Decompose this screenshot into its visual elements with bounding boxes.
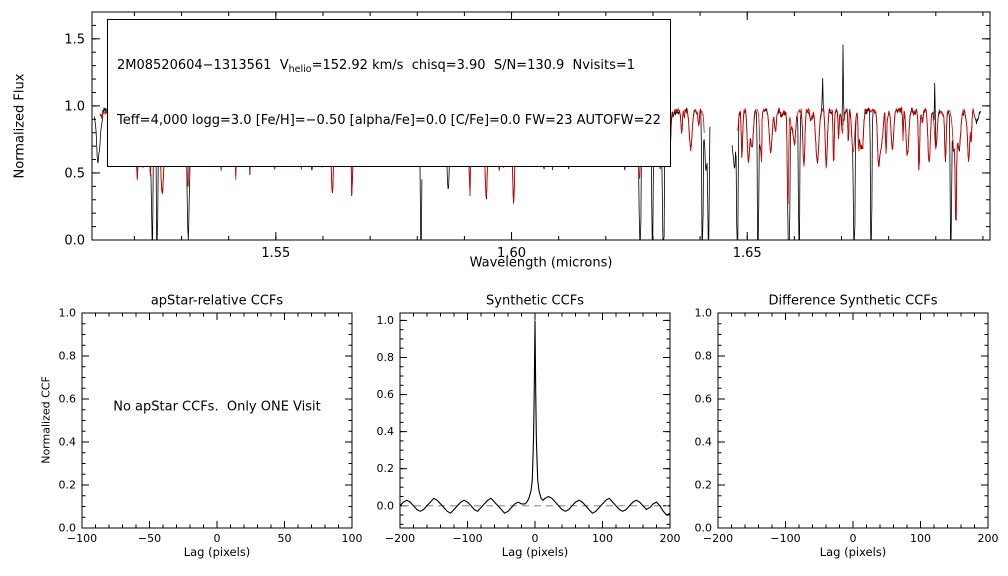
lag-axis-label-2: Lag (pixels)	[501, 545, 569, 559]
star-id-vhelio-text: 2M08520604−1313561 V	[117, 58, 289, 73]
y-tick-label: 0.0	[64, 234, 85, 249]
x-tick-label: −100	[452, 532, 482, 545]
y-tick-label: 0.5	[64, 166, 85, 181]
x-tick-label: 200	[660, 532, 681, 545]
y-tick-label: 0.4	[695, 436, 713, 449]
x-tick-label: 1.55	[261, 246, 290, 261]
x-tick-label: 100	[592, 532, 613, 545]
x-tick-label: −200	[385, 532, 415, 545]
lag-axis-label-3: Lag (pixels)	[819, 545, 887, 559]
x-tick-label: 0	[532, 532, 539, 545]
axis-box	[81, 312, 353, 529]
y-tick-label: 1.0	[377, 314, 395, 327]
wavelength-axis-label: Wavelength (microns)	[469, 255, 613, 271]
y-tick-label: 0.2	[695, 479, 713, 492]
axis-box	[91, 11, 991, 241]
synthetic-ccf-title: Synthetic CCFs	[486, 293, 584, 309]
y-tick-label: 0.4	[59, 436, 77, 449]
y-tick-label: 1.0	[64, 99, 85, 114]
y-tick-label: 0.8	[377, 351, 395, 364]
vhelio-subscript: helio	[288, 64, 312, 75]
y-tick-label: 1.5	[64, 32, 85, 47]
star-info-line1: 2M08520604−1313561 Vhelio=152.92 km/s ch…	[117, 57, 661, 78]
ccf-axis-label: Normalized CCF	[39, 376, 53, 464]
y-tick-label: 0.0	[695, 522, 713, 535]
x-tick-label: 100	[342, 532, 363, 545]
apstar-relative-ccfs-panel: −100 −50 0 50 100 0.0 0.2 0.4 0.6 0.8 1.0	[59, 307, 363, 546]
y-tick-label: 0.8	[59, 350, 77, 363]
y-tick-label: 0.6	[377, 388, 395, 401]
x-tick-label: 0	[850, 532, 857, 545]
synthetic-spectrum-line	[737, 106, 976, 221]
x-tick-label: 0	[214, 532, 221, 545]
flux-axis-label: Normalized Flux	[12, 73, 28, 179]
y-tick-label: 0.8	[695, 350, 713, 363]
star-stats-text: =152.92 km/s chisq=3.90 S/N=130.9 Nvisit…	[311, 58, 636, 73]
x-tick-label: −200	[703, 532, 733, 545]
apstar-ccf-title: apStar-relative CCFs	[150, 293, 284, 309]
x-tick-label: 100	[910, 532, 931, 545]
y-tick-label: 0.2	[59, 479, 77, 492]
y-tick-label: 0.2	[377, 462, 395, 475]
x-tick-label: −100	[67, 532, 97, 545]
difference-ccf-title: Difference Synthetic CCFs	[768, 293, 938, 309]
x-tick-label: 1.60	[497, 246, 526, 261]
y-tick-label: 1.0	[59, 307, 77, 320]
x-tick-label: −50	[138, 532, 161, 545]
y-tick-label: 0.0	[377, 499, 395, 512]
x-tick-label: −100	[770, 532, 800, 545]
y-tick-label: 0.6	[695, 393, 713, 406]
ccf-curve	[399, 320, 671, 516]
lag-axis-label-1: Lag (pixels)	[183, 545, 251, 559]
y-tick-label: 0.6	[59, 393, 77, 406]
x-tick-label: 50	[278, 532, 292, 545]
star-info-line2: Teff=4,000 logg=3.0 [Fe/H]=−0.50 [alpha/…	[117, 113, 661, 128]
x-tick-label: 200	[978, 532, 999, 545]
star-info-box: 2M08520604−1313561 Vhelio=152.92 km/s ch…	[107, 19, 671, 167]
difference-synthetic-ccfs-panel: −200 −100 0 100 200 0.0 0.2 0.4 0.6 0.8 1.0	[695, 307, 999, 546]
y-tick-label: 1.0	[695, 307, 713, 320]
x-tick-label: 1.65	[733, 246, 762, 261]
axis-box	[717, 312, 989, 529]
y-tick-label: 0.0	[59, 522, 77, 535]
synthetic-ccfs-panel: −200 −100 0 100 200 0.0 0.2 0.4 0.6 0.8 1.0	[377, 312, 681, 545]
no-apstar-ccfs-message: No apStar CCFs. Only ONE Visit	[113, 399, 321, 415]
y-tick-label: 0.4	[377, 425, 395, 438]
